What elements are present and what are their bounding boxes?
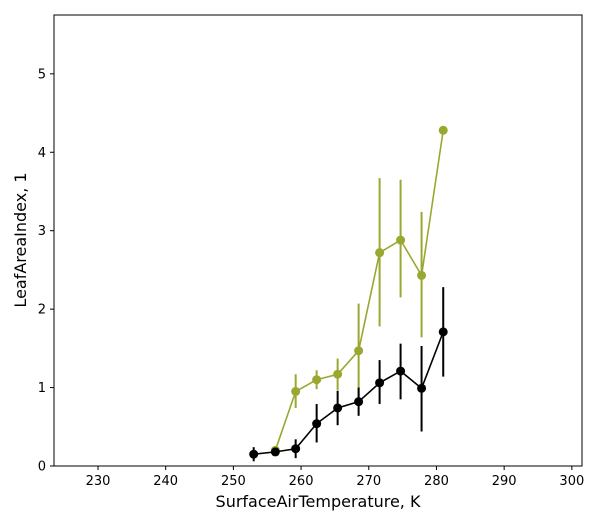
x-axis: 230 240 250 260 270 280 290 300 xyxy=(86,466,584,489)
series-line xyxy=(253,331,444,456)
data-point xyxy=(396,366,406,376)
data-point xyxy=(333,403,343,413)
plot-area xyxy=(53,14,583,467)
x-tick-label: 240 xyxy=(153,474,178,489)
series-1 xyxy=(249,287,448,462)
data-point xyxy=(249,449,259,459)
x-tick-label: 280 xyxy=(424,474,449,489)
y-tick-label: 1 xyxy=(38,381,46,396)
y-axis-label: LeafAreaIndex, 1 xyxy=(11,172,30,307)
data-point xyxy=(417,270,427,280)
data-point xyxy=(312,375,322,385)
y-tick-label: 2 xyxy=(38,303,46,318)
data-point xyxy=(438,125,448,135)
y-tick-label: 5 xyxy=(38,67,46,82)
series-0 xyxy=(270,125,448,455)
y-tick-label: 4 xyxy=(38,146,46,161)
x-tick-label: 250 xyxy=(221,474,246,489)
x-tick-label: 270 xyxy=(356,474,381,489)
data-point xyxy=(291,444,301,454)
data-point xyxy=(312,419,322,429)
data-point xyxy=(354,346,364,356)
y-tick-label: 0 xyxy=(38,460,46,475)
chart-marks xyxy=(249,125,448,462)
x-tick-label: 260 xyxy=(289,474,314,489)
data-point xyxy=(270,447,280,457)
data-point xyxy=(375,248,385,258)
x-tick-label: 300 xyxy=(559,474,584,489)
data-point xyxy=(354,397,364,407)
x-tick-label: 290 xyxy=(492,474,517,489)
data-point xyxy=(333,369,343,379)
data-point xyxy=(396,235,406,245)
data-point xyxy=(417,383,427,393)
x-axis-label: SurfaceAirTemperature, K xyxy=(216,492,421,511)
x-tick-label: 230 xyxy=(86,474,111,489)
y-tick-label: 3 xyxy=(38,224,46,239)
data-point xyxy=(438,327,448,337)
y-axis: 0 1 2 3 4 5 xyxy=(38,67,54,475)
data-point xyxy=(375,378,385,388)
data-point xyxy=(291,386,301,396)
